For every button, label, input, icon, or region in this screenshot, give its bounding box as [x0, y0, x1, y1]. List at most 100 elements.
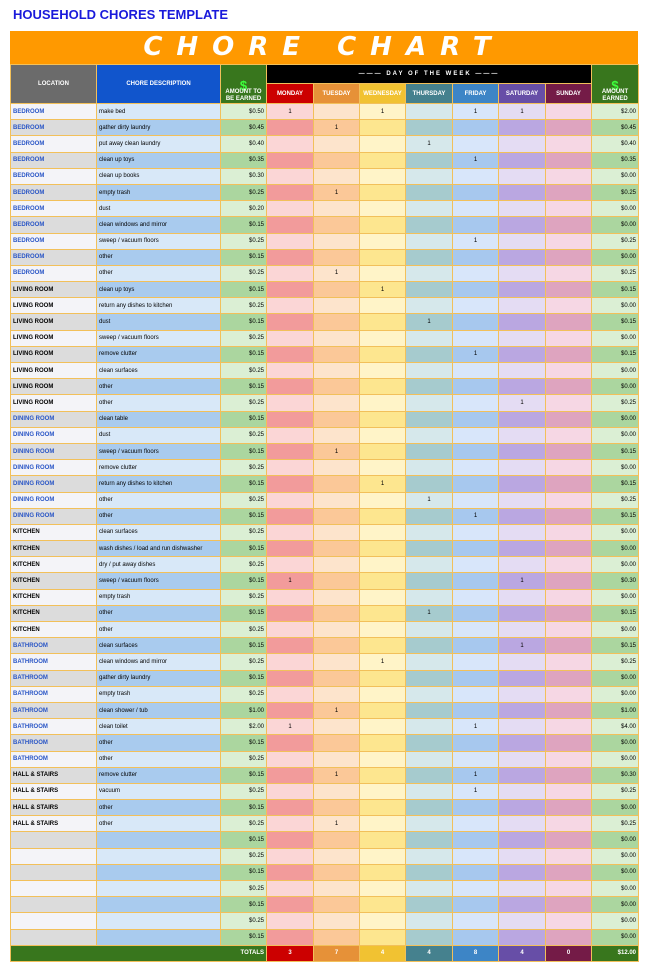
- day-cell-monday[interactable]: [266, 459, 314, 477]
- day-cell-tuesday[interactable]: [313, 313, 360, 331]
- location-cell[interactable]: BATHROOM: [10, 685, 97, 703]
- day-cell-tuesday[interactable]: [313, 750, 360, 768]
- location-cell[interactable]: [10, 928, 97, 946]
- day-cell-monday[interactable]: [266, 782, 314, 801]
- amount-cell[interactable]: $0.15: [220, 637, 267, 655]
- day-cell-saturday[interactable]: [498, 329, 546, 347]
- amount-cell[interactable]: $0.15: [220, 896, 267, 914]
- day-cell-monday[interactable]: [266, 653, 314, 671]
- chore-description-cell[interactable]: other: [96, 604, 221, 623]
- day-cell-sunday[interactable]: [545, 297, 592, 315]
- chore-description-cell[interactable]: other: [96, 264, 221, 283]
- day-cell-saturday[interactable]: [498, 216, 546, 234]
- day-cell-friday[interactable]: [452, 653, 499, 671]
- day-cell-tuesday[interactable]: [313, 491, 360, 509]
- amount-cell[interactable]: $0.25: [220, 750, 267, 768]
- location-cell[interactable]: BEDROOM: [10, 135, 97, 153]
- day-cell-friday[interactable]: [452, 378, 499, 396]
- day-cell-monday[interactable]: [266, 669, 314, 687]
- day-cell-saturday[interactable]: [498, 491, 546, 509]
- day-cell-wednesday[interactable]: [359, 459, 406, 477]
- day-cell-friday[interactable]: [452, 491, 499, 509]
- day-cell-saturday[interactable]: [498, 879, 546, 898]
- day-cell-friday[interactable]: 1: [452, 102, 499, 121]
- day-cell-saturday[interactable]: [498, 669, 546, 687]
- day-cell-tuesday[interactable]: [313, 297, 360, 315]
- chore-description-cell[interactable]: clean windows and mirror: [96, 216, 221, 234]
- day-cell-tuesday[interactable]: [313, 167, 360, 185]
- day-cell-sunday[interactable]: [545, 313, 592, 331]
- amount-cell[interactable]: $0.15: [220, 410, 267, 428]
- day-cell-friday[interactable]: [452, 297, 499, 315]
- day-cell-monday[interactable]: [266, 766, 314, 784]
- day-cell-sunday[interactable]: [545, 604, 592, 623]
- day-cell-saturday[interactable]: [498, 863, 546, 882]
- day-cell-sunday[interactable]: [545, 426, 592, 444]
- chore-description-cell[interactable]: other: [96, 394, 221, 412]
- amount-cell[interactable]: $0.15: [220, 475, 267, 493]
- day-cell-friday[interactable]: [452, 329, 499, 347]
- day-cell-friday[interactable]: [452, 928, 499, 946]
- day-cell-monday[interactable]: [266, 475, 314, 493]
- day-cell-thursday[interactable]: [405, 540, 453, 558]
- day-cell-wednesday[interactable]: [359, 151, 406, 169]
- day-cell-wednesday[interactable]: [359, 507, 406, 525]
- day-cell-thursday[interactable]: [405, 782, 453, 801]
- day-cell-wednesday[interactable]: [359, 264, 406, 283]
- chore-description-cell[interactable]: clean surfaces: [96, 637, 221, 655]
- location-cell[interactable]: BEDROOM: [10, 216, 97, 234]
- day-cell-tuesday[interactable]: [313, 896, 360, 914]
- amount-cell[interactable]: $0.25: [220, 620, 267, 639]
- day-cell-friday[interactable]: [452, 831, 499, 849]
- day-cell-wednesday[interactable]: [359, 410, 406, 428]
- day-cell-saturday[interactable]: [498, 540, 546, 558]
- location-cell[interactable]: [10, 863, 97, 882]
- day-cell-sunday[interactable]: [545, 410, 592, 428]
- day-cell-saturday[interactable]: [498, 896, 546, 914]
- amount-cell[interactable]: $0.25: [220, 183, 267, 202]
- location-cell[interactable]: KITCHEN: [10, 540, 97, 558]
- amount-cell[interactable]: $0.15: [220, 863, 267, 882]
- day-cell-friday[interactable]: [452, 248, 499, 266]
- day-cell-tuesday[interactable]: [313, 831, 360, 849]
- day-cell-saturday[interactable]: [498, 620, 546, 639]
- day-cell-tuesday[interactable]: [313, 847, 360, 865]
- day-cell-wednesday[interactable]: [359, 604, 406, 623]
- location-cell[interactable]: BEDROOM: [10, 264, 97, 283]
- day-cell-friday[interactable]: [452, 588, 499, 606]
- day-cell-sunday[interactable]: [545, 102, 592, 121]
- chore-description-cell[interactable]: [96, 847, 221, 865]
- amount-cell[interactable]: $0.25: [220, 361, 267, 380]
- chore-description-cell[interactable]: empty trash: [96, 183, 221, 202]
- chore-description-cell[interactable]: sweep / vacuum floors: [96, 232, 221, 250]
- day-cell-monday[interactable]: [266, 863, 314, 882]
- day-cell-saturday[interactable]: [498, 361, 546, 380]
- day-cell-thursday[interactable]: [405, 216, 453, 234]
- chore-description-cell[interactable]: empty trash: [96, 588, 221, 606]
- amount-cell[interactable]: $2.00: [220, 718, 267, 736]
- day-cell-wednesday[interactable]: [359, 620, 406, 639]
- day-cell-friday[interactable]: [452, 879, 499, 898]
- day-cell-thursday[interactable]: [405, 442, 453, 461]
- day-cell-monday[interactable]: [266, 151, 314, 169]
- day-cell-wednesday[interactable]: [359, 329, 406, 347]
- day-cell-friday[interactable]: [452, 701, 499, 720]
- day-cell-thursday[interactable]: [405, 102, 453, 121]
- day-cell-wednesday[interactable]: [359, 345, 406, 364]
- day-cell-tuesday[interactable]: [313, 329, 360, 347]
- day-cell-saturday[interactable]: [498, 782, 546, 801]
- day-cell-tuesday[interactable]: [313, 410, 360, 428]
- day-cell-wednesday[interactable]: [359, 442, 406, 461]
- day-cell-sunday[interactable]: [545, 588, 592, 606]
- day-cell-sunday[interactable]: [545, 491, 592, 509]
- day-cell-saturday[interactable]: [498, 766, 546, 784]
- chore-description-cell[interactable]: vacuum: [96, 782, 221, 801]
- day-cell-thursday[interactable]: [405, 248, 453, 266]
- amount-cell[interactable]: $0.25: [220, 459, 267, 477]
- day-cell-thursday[interactable]: [405, 766, 453, 784]
- day-cell-thursday[interactable]: [405, 345, 453, 364]
- day-cell-friday[interactable]: 1: [452, 782, 499, 801]
- location-cell[interactable]: [10, 879, 97, 898]
- day-cell-tuesday[interactable]: [313, 459, 360, 477]
- day-cell-sunday[interactable]: [545, 734, 592, 752]
